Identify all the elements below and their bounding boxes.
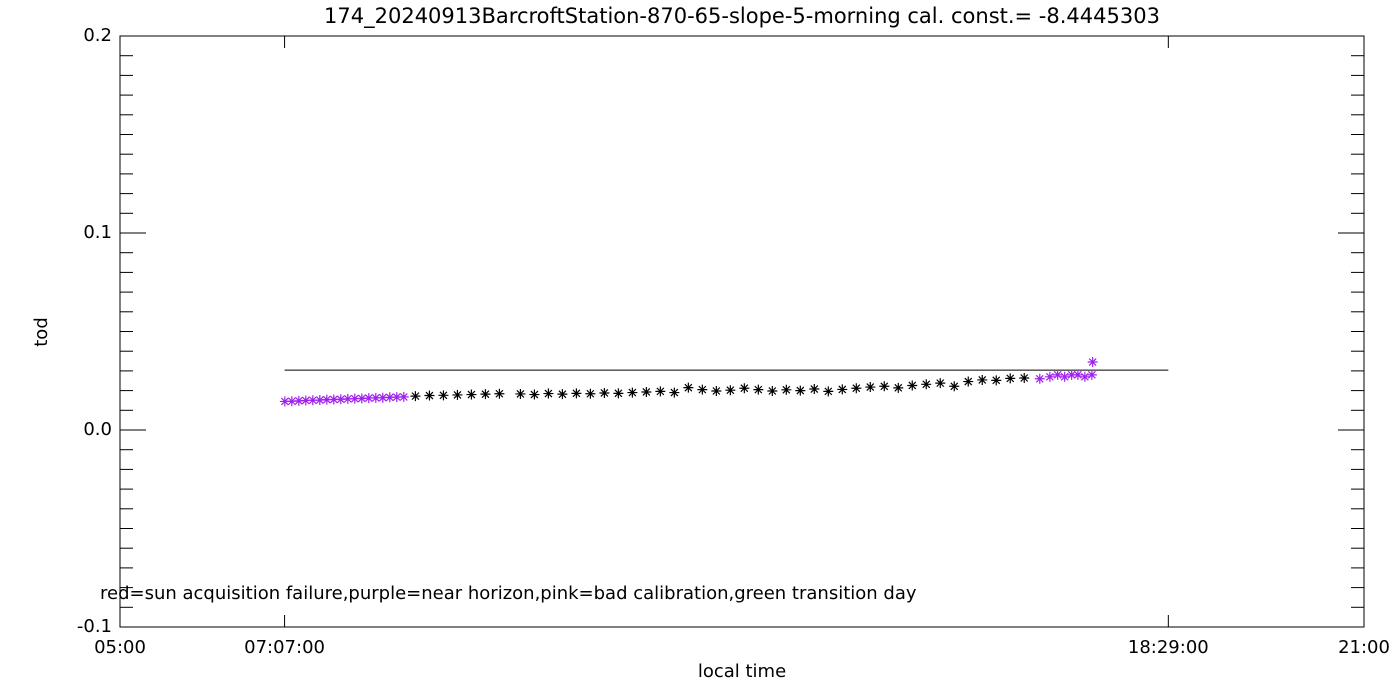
data-point (410, 391, 421, 402)
x-tick-label: 07:07:00 (244, 637, 325, 658)
data-point (949, 381, 960, 392)
data-point (963, 376, 974, 387)
data-point (795, 385, 806, 396)
data-point (725, 385, 736, 396)
data-point (655, 386, 666, 397)
data-point (1044, 371, 1055, 382)
data-point (1052, 369, 1063, 380)
annotation: red=sun acquisition failure,purple=near … (100, 583, 917, 604)
data-point (370, 392, 381, 403)
data-point (342, 393, 353, 404)
data-point (823, 386, 834, 397)
data-point (307, 395, 318, 406)
data-point (314, 395, 325, 406)
data-point (543, 388, 554, 399)
x-tick-label: 18:29:00 (1128, 637, 1209, 658)
data-point (286, 396, 297, 407)
data-point (279, 396, 290, 407)
data-point (494, 388, 505, 399)
x-tick-label: 05:00 (94, 637, 146, 658)
data-point (1066, 369, 1077, 380)
data-point (438, 390, 449, 401)
data-point (480, 389, 491, 400)
data-point (585, 388, 596, 399)
y-tick-label: 0.2 (83, 25, 112, 46)
data-point (424, 390, 435, 401)
data-point (300, 395, 311, 406)
data-point (1079, 371, 1090, 382)
data-point (977, 374, 988, 385)
data-point (1059, 371, 1070, 382)
data-point (293, 395, 304, 406)
data-point (466, 389, 477, 400)
data-point (809, 384, 820, 395)
data-point (1086, 369, 1097, 380)
y-tick-label: -0.1 (77, 616, 112, 637)
data-point (515, 388, 526, 399)
data-point (599, 387, 610, 398)
y-tick-label: 0.1 (83, 222, 112, 243)
data-point (529, 389, 540, 400)
data-point (935, 378, 946, 389)
chart-title: 174_20240913BarcroftStation-870-65-slope… (324, 4, 1160, 29)
data-point (1087, 357, 1098, 368)
data-point (907, 380, 918, 391)
data-point (335, 394, 346, 405)
data-point (781, 384, 792, 395)
y-axis-label: tod (31, 317, 52, 347)
data-point (452, 389, 463, 400)
data-point (767, 385, 778, 396)
data-point (837, 384, 848, 395)
data-point (391, 392, 402, 403)
data-point (697, 384, 708, 395)
data-point (739, 383, 750, 394)
data-point (557, 389, 568, 400)
data-point (879, 381, 890, 392)
data-point (1005, 373, 1016, 384)
data-point (321, 394, 332, 405)
data-point (851, 383, 862, 394)
data-point (627, 387, 638, 398)
data-point (349, 393, 360, 404)
y-tick-label: 0.0 (83, 419, 112, 440)
data-point (1072, 369, 1083, 380)
data-point (398, 391, 409, 402)
data-point (571, 388, 582, 399)
data-point (753, 384, 764, 395)
data-point (1019, 372, 1030, 383)
data-point (356, 393, 367, 404)
data-point (669, 387, 680, 398)
data-point (328, 394, 339, 405)
data-point (363, 393, 374, 404)
data-point (921, 379, 932, 390)
data-point (1034, 373, 1045, 384)
data-point (865, 382, 876, 393)
x-axis-label: local time (698, 661, 786, 682)
data-point (613, 388, 624, 399)
x-tick-label: 21:00 (1338, 637, 1390, 658)
data-point (683, 382, 694, 393)
data-point (893, 382, 904, 393)
data-point (384, 392, 395, 403)
data-point (377, 392, 388, 403)
data-point (641, 386, 652, 397)
data-point (711, 385, 722, 396)
data-point (991, 375, 1002, 386)
